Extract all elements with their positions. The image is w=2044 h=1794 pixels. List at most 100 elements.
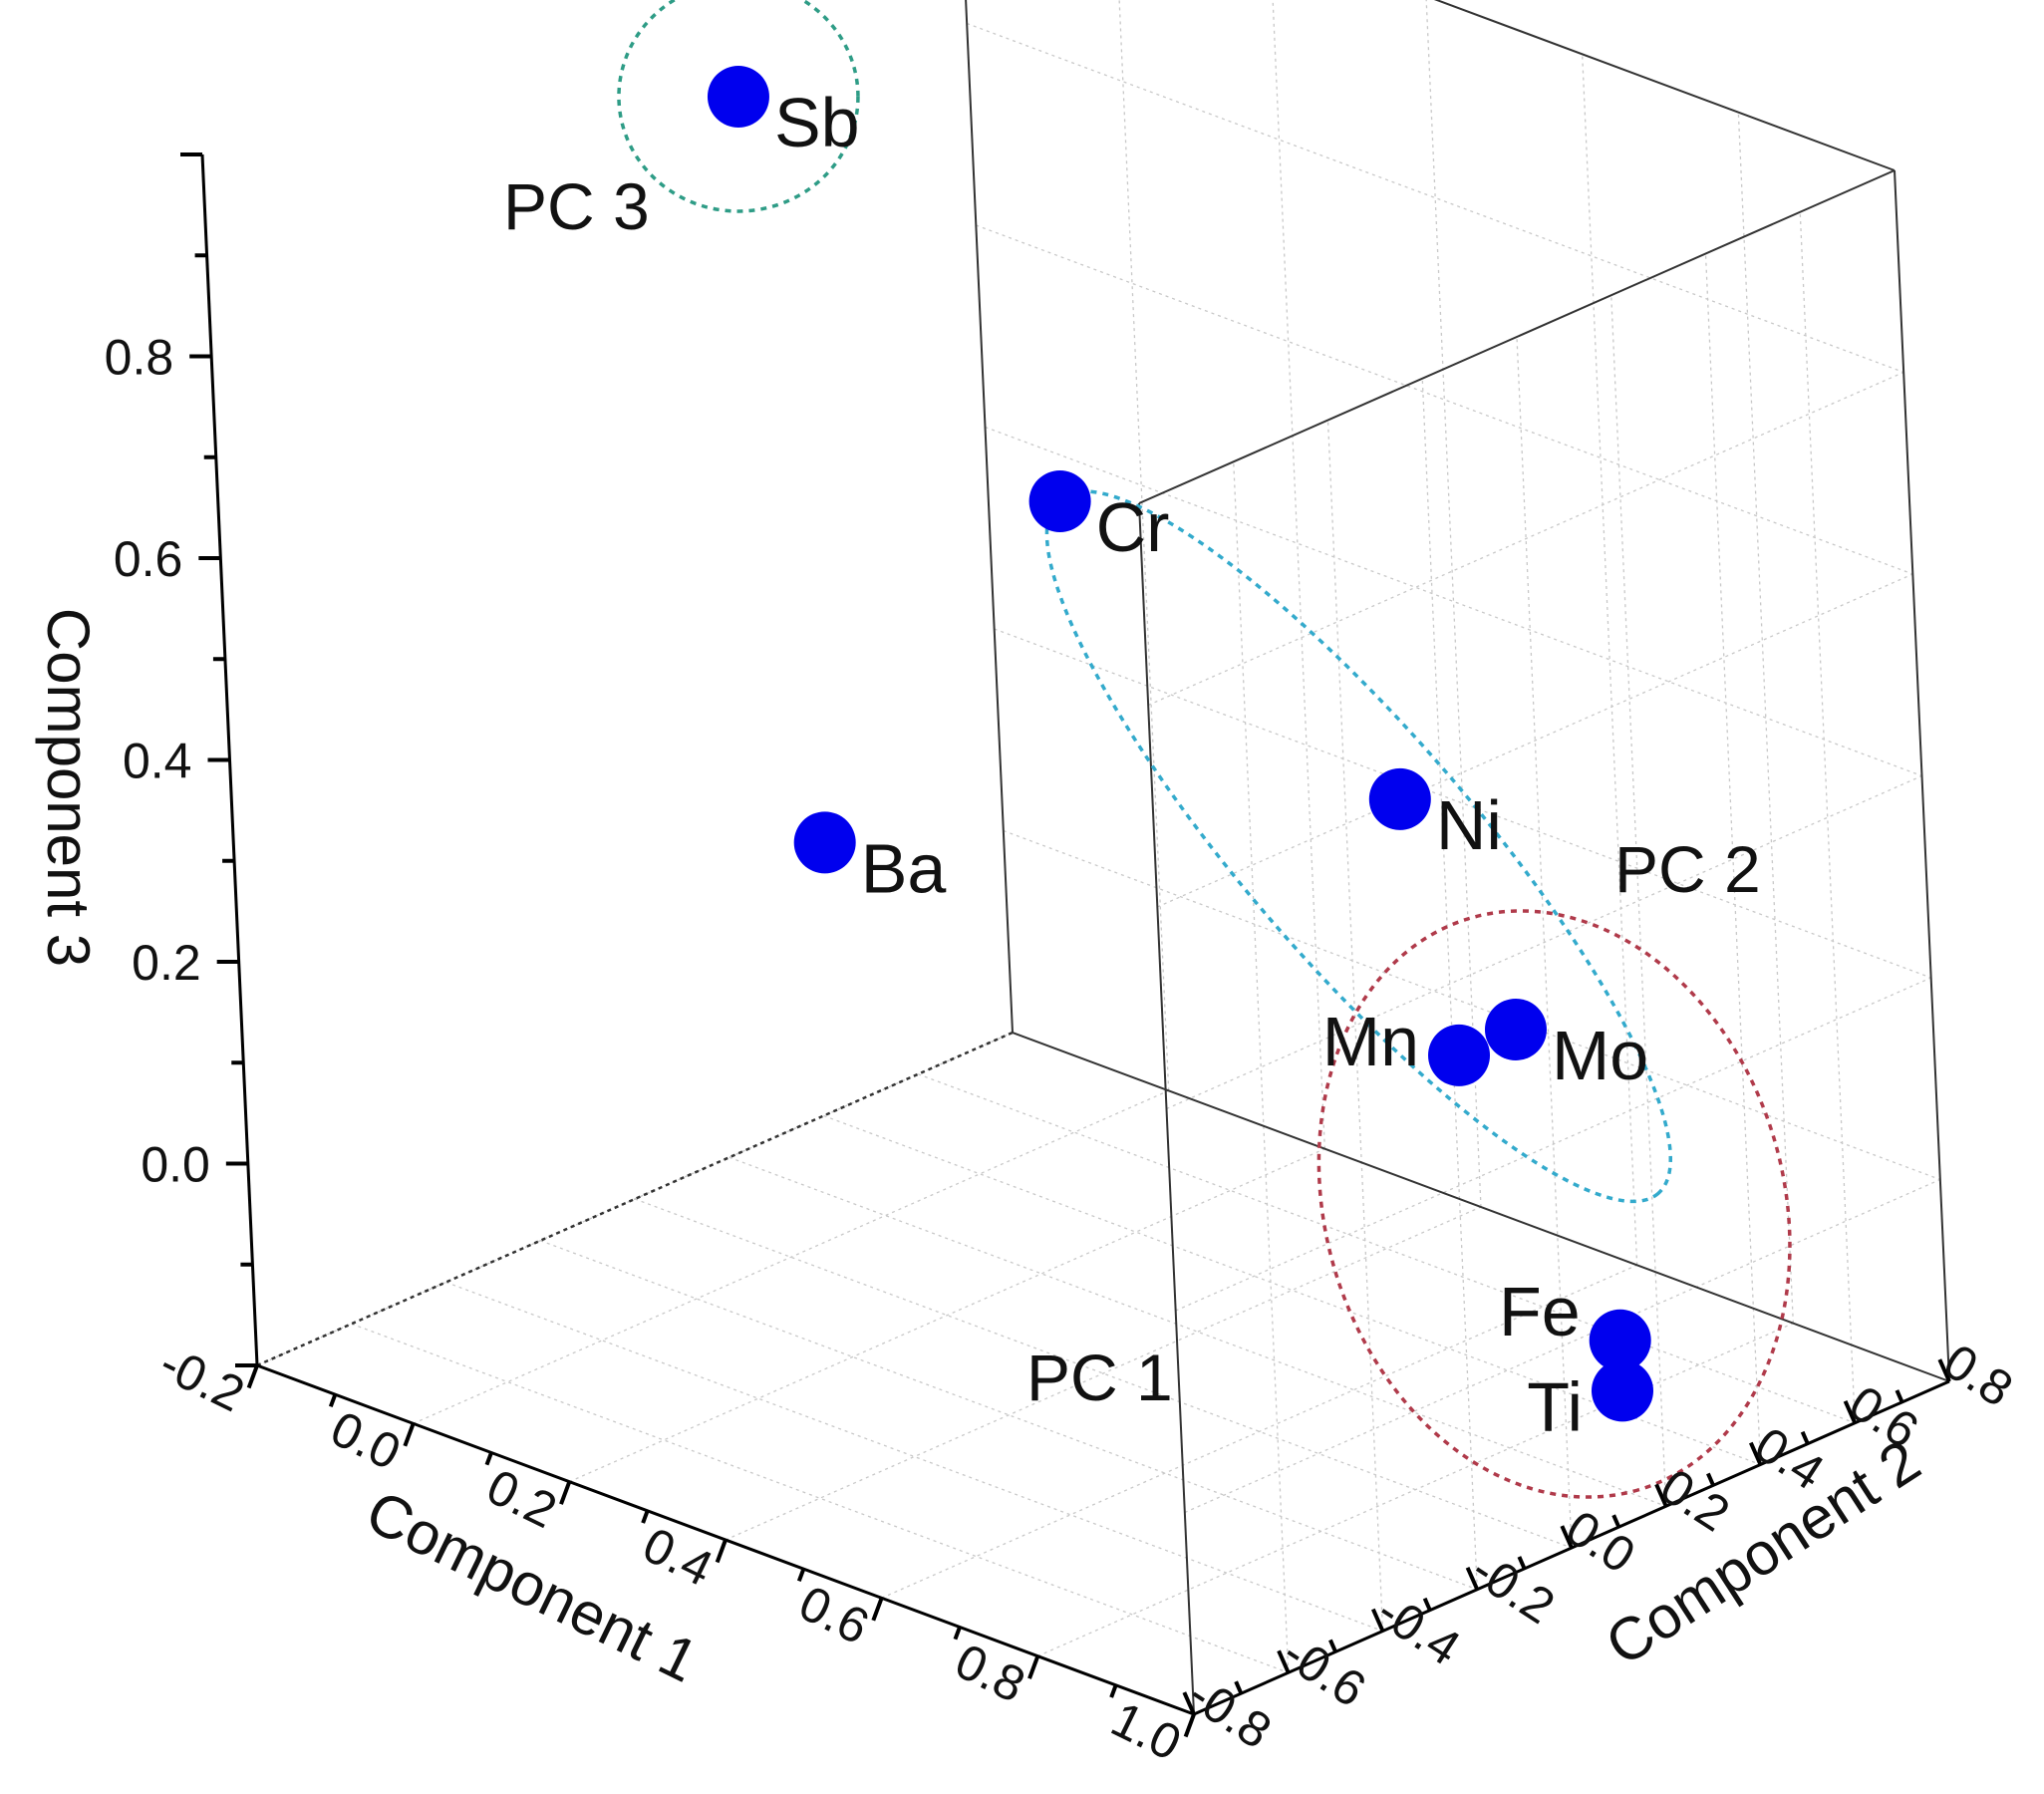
data-point-ba bbox=[793, 811, 856, 874]
x-tick bbox=[559, 1480, 572, 1505]
side-wall-gridline bbox=[1147, 371, 1904, 707]
group-ellipses bbox=[617, 0, 1792, 1499]
back-wall-gridline bbox=[994, 628, 1931, 979]
x-tick-label: 0.0 bbox=[322, 1400, 409, 1481]
data-point-fe bbox=[1589, 1309, 1651, 1371]
y-tick bbox=[1748, 1441, 1763, 1466]
data-point-cr bbox=[1028, 469, 1091, 532]
x-tick-label: 0.4 bbox=[635, 1517, 722, 1598]
floor-back-edge bbox=[256, 1031, 1014, 1367]
y-tick-label: -0.4 bbox=[1367, 1583, 1470, 1676]
x-tick-label: 0.6 bbox=[790, 1575, 877, 1655]
z-tick-label: 0.6 bbox=[114, 531, 183, 587]
x-tick bbox=[953, 1626, 962, 1641]
back-wall-gridline bbox=[1434, 0, 1896, 171]
box-edge bbox=[1433, 0, 1896, 171]
floor-gridline bbox=[351, 1323, 1289, 1673]
point-label-cr: Cr bbox=[1096, 488, 1170, 566]
back-wall-gridline bbox=[1272, 0, 1325, 1149]
back-wall-gridline bbox=[1003, 829, 1941, 1181]
side-wall-gridline bbox=[1157, 573, 1913, 908]
floor-gridline bbox=[540, 1240, 1478, 1591]
floor-gridline bbox=[918, 1073, 1856, 1424]
floor-gridline bbox=[881, 1264, 1637, 1599]
data-point-ni bbox=[1368, 767, 1431, 830]
side-wall-gridline bbox=[1233, 461, 1290, 1673]
floor-gridline bbox=[413, 1089, 1169, 1424]
y-tick bbox=[1654, 1483, 1668, 1508]
x-tick-label: -0.2 bbox=[151, 1335, 253, 1422]
floor-gridline bbox=[634, 1198, 1573, 1549]
x-tick bbox=[1109, 1684, 1118, 1698]
y-tick bbox=[1560, 1525, 1574, 1549]
z-tick-label: 0.2 bbox=[132, 935, 201, 991]
y-tick bbox=[1277, 1649, 1291, 1674]
point-label-ti: Ti bbox=[1527, 1367, 1583, 1445]
group-label-pc2: PC 2 bbox=[1614, 832, 1761, 906]
point-label-mo: Mo bbox=[1552, 1017, 1648, 1094]
y-tick bbox=[1422, 1597, 1432, 1612]
x-tick bbox=[1027, 1654, 1040, 1679]
point-label-fe: Fe bbox=[1499, 1273, 1581, 1350]
x-tick-label: 0.2 bbox=[478, 1458, 565, 1539]
x-tick bbox=[796, 1568, 806, 1583]
group-ellipse-pc1 bbox=[1316, 909, 1792, 1499]
floor-gridline bbox=[445, 1281, 1383, 1633]
y-tick bbox=[1234, 1680, 1244, 1694]
group-label-pc1: PC 1 bbox=[1026, 1341, 1173, 1414]
x-tick bbox=[715, 1539, 728, 1564]
side-wall-gridline bbox=[1175, 977, 1931, 1312]
z-axis-label: Component 3 bbox=[35, 608, 102, 967]
data-point-mn bbox=[1428, 1024, 1491, 1086]
floor-gridline bbox=[729, 1156, 1666, 1507]
y-tick-label: -0.2 bbox=[1462, 1541, 1565, 1635]
x-tick bbox=[403, 1422, 416, 1447]
box-edge bbox=[965, 0, 1014, 1034]
x-tick-label: 0.8 bbox=[947, 1633, 1033, 1713]
z-tick-label: 0.4 bbox=[123, 734, 192, 789]
point-label-mn: Mn bbox=[1322, 1003, 1419, 1080]
data-point-mo bbox=[1484, 998, 1547, 1060]
side-wall-gridline bbox=[1166, 774, 1922, 1110]
y-tick-label: -0.8 bbox=[1179, 1665, 1282, 1759]
side-wall-gridline bbox=[1184, 1178, 1941, 1514]
y-tick bbox=[1895, 1389, 1904, 1403]
x-tick bbox=[484, 1451, 493, 1466]
z-tick-label: 0.8 bbox=[105, 330, 174, 386]
y-tick-label: -0.6 bbox=[1273, 1625, 1375, 1718]
y-tick bbox=[1517, 1556, 1527, 1570]
point-label-sb: Sb bbox=[774, 84, 860, 161]
x-tick bbox=[328, 1393, 338, 1408]
box-edge bbox=[1138, 169, 1896, 504]
box-edge bbox=[1138, 502, 1195, 1715]
group-label-pc3: PC 3 bbox=[503, 169, 650, 243]
y-tick bbox=[1937, 1358, 1951, 1382]
x-tick bbox=[1183, 1713, 1196, 1738]
back-wall-gridline bbox=[965, 0, 1014, 1034]
data-points: Sb Ba Cr Ni Mn Mo Fe Ti bbox=[707, 65, 1653, 1445]
y-tick bbox=[1465, 1566, 1480, 1591]
group-ellipse-pc3 bbox=[617, 0, 860, 213]
floor-gridline bbox=[725, 1206, 1482, 1541]
z-tick-label: 0.0 bbox=[141, 1137, 210, 1193]
box-edge bbox=[1012, 1032, 1950, 1382]
y-tick bbox=[1328, 1639, 1337, 1653]
y-tick bbox=[1800, 1430, 1810, 1445]
floor-gridline bbox=[569, 1148, 1325, 1483]
x-tick-label: 1.0 bbox=[1103, 1691, 1190, 1772]
back-wall-gridline bbox=[985, 426, 1922, 777]
data-point-sb bbox=[707, 65, 769, 128]
y-tick bbox=[1611, 1514, 1621, 1528]
x-tick bbox=[246, 1364, 259, 1389]
side-wall-gridline bbox=[1799, 211, 1856, 1423]
y-tick bbox=[1706, 1472, 1715, 1487]
back-wall-gridline bbox=[966, 22, 1904, 374]
plot-box bbox=[256, 0, 1950, 1715]
data-point-ti bbox=[1592, 1359, 1653, 1422]
y-tick bbox=[1370, 1608, 1385, 1633]
point-label-ba: Ba bbox=[861, 829, 947, 907]
y-tick bbox=[1182, 1691, 1196, 1715]
point-label-ni: Ni bbox=[1436, 786, 1502, 864]
y-tick bbox=[1843, 1399, 1858, 1424]
